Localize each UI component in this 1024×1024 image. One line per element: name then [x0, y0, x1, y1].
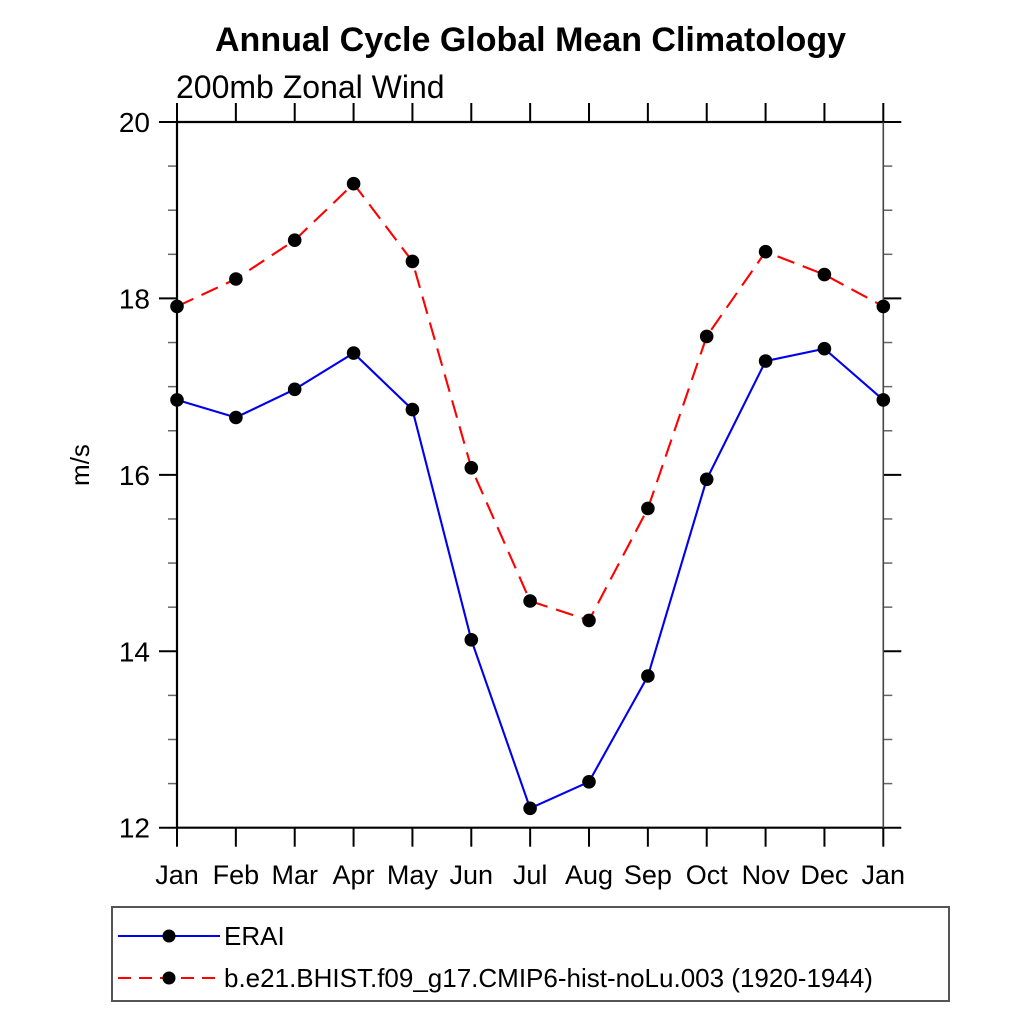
data-point-marker-s1 — [229, 272, 243, 286]
legend-sample-marker — [162, 971, 176, 985]
series-line-1 — [176, 182, 884, 622]
legend-line-sample — [118, 929, 220, 943]
data-point-marker-s1 — [464, 461, 479, 475]
y-tick-label: 20 — [119, 107, 150, 138]
legend-label: b.e21.BHIST.f09_g17.CMIP6-hist-noLu.003 … — [224, 963, 873, 993]
data-point-marker-s0 — [346, 346, 361, 360]
legend-box: ERAI b.e21.BHIST.f09_g17.CMIP6-hist-noLu.… — [111, 906, 950, 1002]
y-tick-label: 16 — [119, 460, 150, 491]
x-tick-label: Apr — [333, 860, 375, 890]
x-tick-label: Jul — [513, 860, 548, 890]
data-point-marker-s0 — [405, 402, 420, 417]
data-point-marker-s1 — [699, 329, 714, 344]
x-tick-label: Jun — [450, 860, 494, 890]
data-point-marker-s1 — [523, 594, 537, 608]
data-point-marker-s0 — [523, 801, 537, 816]
legend-item-1: b.e21.BHIST.f09_g17.CMIP6-hist-noLu.003 … — [116, 962, 948, 994]
x-tick-label: Sep — [624, 860, 672, 890]
x-tick-label: Feb — [213, 860, 260, 890]
x-tick-label: May — [387, 860, 439, 890]
x-tick-label: Jan — [862, 860, 906, 890]
y-tick-label: 14 — [119, 636, 150, 667]
chart-title: Annual Cycle Global Mean Climatology — [215, 21, 846, 59]
data-point-marker-s1 — [876, 299, 891, 314]
data-point-marker-s1 — [405, 254, 420, 269]
data-point-marker-s0 — [464, 633, 479, 647]
data-point-marker-s0 — [699, 472, 714, 487]
data-point-marker-s1 — [582, 613, 596, 628]
data-point-marker-s1 — [817, 267, 832, 282]
legend-line-sample — [118, 971, 220, 985]
data-point-marker-s0 — [641, 669, 655, 683]
data-point-marker-s0 — [817, 341, 832, 356]
x-tick-label: Dec — [800, 860, 848, 890]
series-line-0 — [176, 347, 884, 810]
data-point-marker-s0 — [170, 393, 184, 407]
y-tick-label: 18 — [119, 283, 150, 314]
x-tick-label: Mar — [271, 860, 318, 890]
data-point-marker-s0 — [229, 410, 243, 425]
x-tick-label: Nov — [742, 860, 791, 890]
data-point-marker-s0 — [758, 354, 773, 368]
x-tick-label: Oct — [686, 860, 729, 890]
x-tick-label: Aug — [565, 860, 613, 890]
legend-item-0: ERAI — [116, 920, 948, 952]
data-point-marker-s1 — [346, 176, 361, 191]
data-point-marker-s1 — [170, 299, 184, 314]
data-point-marker-s0 — [582, 775, 596, 789]
data-point-marker-s1 — [287, 233, 302, 247]
chart-subtitle: 200mb Zonal Wind — [176, 69, 445, 105]
legend-sample-marker — [162, 929, 176, 943]
y-tick-label: 12 — [119, 813, 150, 844]
data-point-marker-s1 — [758, 244, 773, 259]
data-point-marker-s0 — [287, 382, 302, 397]
data-point-marker-s1 — [641, 501, 655, 516]
x-tick-label: Jan — [155, 860, 199, 890]
data-point-marker-s0 — [876, 393, 891, 407]
legend-label: ERAI — [224, 921, 285, 951]
